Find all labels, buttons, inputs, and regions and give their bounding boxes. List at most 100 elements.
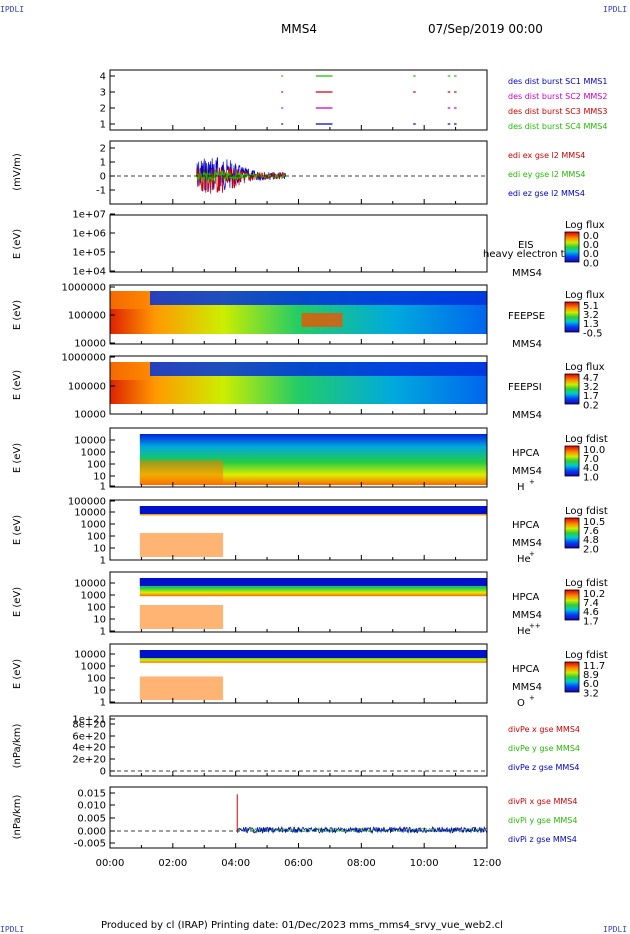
hpca_h-ytick-label-2: 100 <box>87 460 106 471</box>
eis-colorbar-title: Log flux <box>565 220 605 231</box>
xaxis-tick-label-5: 10:00 <box>410 858 439 869</box>
hpca_o-colorbar-tick-3: 3.2 <box>583 688 599 699</box>
panel-burst: 1 2 3 4 des dist burst SC1 MMS1 des dist burs… <box>100 69 607 131</box>
feepsi-colorbar-tick-3: 0.2 <box>583 400 599 411</box>
hpca_o-colorbar-tick-1: 8.9 <box>583 670 599 681</box>
divpi-ytick-label-3: 0.010 <box>77 801 106 812</box>
burst-ytick-label-0: 1 <box>100 120 106 131</box>
hpca_he-ytick-label-2: 100 <box>87 532 106 543</box>
hpca_h-ytick-label-1: 10 <box>93 472 106 483</box>
hpca_h-species-charge: + <box>529 478 535 486</box>
hpca_he-colorbar-tick-0: 10.5 <box>583 517 605 528</box>
hpca_hepp-ytick-label-1: 10 <box>93 615 106 626</box>
feepsi-ytick-label-1: 100000 <box>68 382 106 393</box>
hpca_he-top-band <box>139 506 488 514</box>
hpca_he-label: HPCA <box>512 520 540 531</box>
hpca_o-colorbar <box>564 661 580 693</box>
hpca_hepp-sc-label: MMS4 <box>512 610 542 621</box>
corner-label-top-left: IPDLI <box>0 5 25 14</box>
eis-sublabel: heavy electron to <box>483 249 571 260</box>
hpca_hepp-colorbar-tick-3: 1.7 <box>583 616 599 627</box>
hpca_hepp-species-charge: ++ <box>529 622 541 630</box>
burst-legend-3: des dist burst SC4 MMS4 <box>508 122 607 131</box>
hpca_h-ytick-label-3: 1000 <box>81 448 106 459</box>
hpca_he-ytick-label-4: 10000 <box>74 508 106 519</box>
feepsi-colorbar-tick-2: 1.7 <box>583 391 599 402</box>
hpca_h-ytick-label-4: 10000 <box>74 436 106 447</box>
xaxis-tick-label-4: 08:00 <box>347 858 376 869</box>
edi-frame <box>109 140 488 205</box>
hpca_o-species-label: O <box>517 698 525 709</box>
feepse-colorbar-tick-1: 3.2 <box>583 310 599 321</box>
divpe-ytick-label-5: 1e+21 <box>72 715 106 726</box>
hpca_o-colorbar-tick-2: 6.0 <box>583 679 599 690</box>
hpca_o-sc-label: MMS4 <box>512 682 542 693</box>
hpca_hepp-species-label: He <box>517 626 531 637</box>
divpi-ytick-label-4: 0.015 <box>77 789 106 800</box>
edi-series-2 <box>196 169 287 183</box>
hpca_he-species-label: He <box>517 554 531 565</box>
feepse-colorbar-tick-0: 5.1 <box>583 301 599 312</box>
divpe-legend-0: divPe x gse MMS4 <box>508 725 580 734</box>
hpca_hepp-ylabel: E (eV) <box>12 587 23 617</box>
hpca_hepp-colorbar <box>564 589 580 621</box>
feepse-high-energy-band <box>150 291 487 305</box>
hpca_h-colorbar-tick-0: 10.0 <box>583 445 605 456</box>
feepsi-ytick-label-0: 10000 <box>74 410 106 421</box>
eis-ytick-label-2: 1e+06 <box>72 229 106 240</box>
hpca_o-top-band <box>139 650 488 658</box>
footer-credit: Produced by cl (IRAP) Printing date: 01/… <box>101 920 503 931</box>
hpca_h-colorbar-title: Log fdist <box>565 434 608 445</box>
feepsi-ylabel: E (eV) <box>12 370 23 400</box>
feepsi-ytick-label-2: 1000000 <box>61 353 106 364</box>
date-title: 07/Sep/2019 00:00 <box>428 22 543 36</box>
edi-ytick-label-2: 1 <box>100 158 106 169</box>
xaxis-tick-label-2: 04:00 <box>221 858 250 869</box>
feepse-ytick-label-1: 100000 <box>68 311 106 322</box>
hpca_he-early-low-energy <box>139 533 224 557</box>
feepse-sc-label: MMS4 <box>512 339 542 350</box>
hpca_he-colorbar <box>564 517 580 549</box>
corner-label-bottom-left: IPDLI <box>0 925 25 934</box>
burst-ytick-label-2: 3 <box>100 88 106 99</box>
divpi-ytick-label-2: 0.005 <box>77 814 106 825</box>
hpca_hepp-colorbar-title: Log fdist <box>565 578 608 589</box>
feepsi-colorbar-title: Log flux <box>565 362 605 373</box>
hpca_h-colorbar-tick-2: 4.0 <box>583 463 599 474</box>
divpe-ytick-label-0: 0 <box>100 767 106 778</box>
edi-legend-0: edi ex gse l2 MMS4 <box>508 151 585 160</box>
feepsi-colorbar <box>564 373 580 405</box>
hpca_he-colorbar-tick-3: 2.0 <box>583 544 599 555</box>
burst-ytick-label-3: 4 <box>100 72 106 83</box>
burst-legend-0: des dist burst SC1 MMS1 <box>508 77 607 86</box>
panel-feepsi: 10000 100000 1000000 E (eV) FEEPSI MMS4 Log fl… <box>12 353 605 422</box>
hpca_hepp-ytick-label-2: 100 <box>87 603 106 614</box>
divpe-frame <box>109 715 488 777</box>
hpca_o-ytick-label-0: 1 <box>100 698 106 709</box>
feepse-colorbar <box>564 301 580 333</box>
divpe-ylabel: (nPa/km) <box>12 724 23 769</box>
feepse-burst-region <box>301 313 343 327</box>
spacecraft-title: MMS4 <box>281 22 317 36</box>
hpca_h-label: HPCA <box>512 448 540 459</box>
panel-edi: -1 0 1 2 (mV/m) edi ex gse l2 MMS4 edi ey gse … <box>12 140 586 205</box>
corner-label-bottom-right: IPDLI <box>603 925 628 934</box>
feepse-colorbar-title: Log flux <box>565 290 605 301</box>
hpca_o-ylabel: E (eV) <box>12 659 23 689</box>
divpi-legend-1: divPi y gse MMS4 <box>508 816 577 825</box>
hpca_hepp-early-low-energy <box>139 605 224 629</box>
feepsi-high-energy-band <box>150 362 487 376</box>
edi-legend-2: edi ez gse l2 MMS4 <box>508 189 585 198</box>
feepse-early-peak <box>110 291 150 309</box>
feepse-ytick-label-0: 10000 <box>74 339 106 350</box>
divpe-ytick-label-2: 4e+20 <box>72 743 106 754</box>
hpca_o-colorbar-tick-0: 11.7 <box>583 661 605 672</box>
hpca_he-sc-label: MMS4 <box>512 538 542 549</box>
burst-legend-1: des dist burst SC2 MMS2 <box>508 92 607 101</box>
feepsi-colorbar-tick-1: 3.2 <box>583 382 599 393</box>
hpca_o-species-charge: + <box>529 694 535 702</box>
xaxis-tick-label-0: 00:00 <box>96 858 125 869</box>
